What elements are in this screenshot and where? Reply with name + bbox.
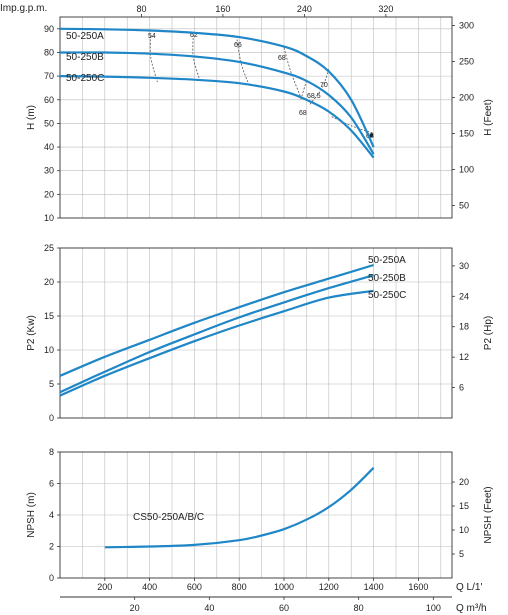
y-axis-label: NPSH (m) <box>26 492 37 538</box>
efficiency-line-54 <box>149 35 158 83</box>
efficiency-label: 68.5 <box>307 93 321 100</box>
y-right-tick-label: 15 <box>459 501 469 511</box>
y-tick-label: 2 <box>49 542 54 552</box>
efficiency-label: 62 <box>190 32 198 39</box>
series-label: 50-250A <box>66 31 104 42</box>
y-right-tick-label: 5 <box>459 549 464 559</box>
chart-panel-head: 10 20 30 40 50 60 70 80 90 50 100 150 200 250 300 H (m)… <box>0 3 494 223</box>
efficiency-label: 70 <box>320 82 328 89</box>
efficiency-label: 66 <box>234 42 242 49</box>
y-right-tick-label: 150 <box>459 129 474 139</box>
top-tick-label: 80 <box>136 4 146 14</box>
y-right-axis-label: H (Feet) <box>483 99 494 136</box>
y-tick-label: 80 <box>44 47 54 57</box>
y-right-tick-label: 24 <box>459 291 469 301</box>
y-right-tick-label: 250 <box>459 56 474 66</box>
series-label: 50-250C <box>368 290 406 301</box>
series-label: 50-250B <box>368 273 406 284</box>
top-tick-label: 160 <box>215 4 230 14</box>
chart-panel-npsh: 0 2 4 6 8 5 10 15 20 NPSH (m) NPSH (Feet) 200 400 600… <box>26 447 494 614</box>
y-tick-label: 90 <box>44 24 54 34</box>
top-tick-label: 240 <box>297 4 312 14</box>
y-tick-label: 50 <box>44 118 54 128</box>
y-tick-label: 25 <box>44 243 54 253</box>
y-axis-label: P2 (Kw) <box>26 315 37 351</box>
series-line-CS50-250A/B/C <box>104 467 375 549</box>
y-right-tick-label: 12 <box>459 352 469 362</box>
m3h-tick-label: 60 <box>279 603 289 613</box>
m3h-tick-label: 80 <box>354 603 364 613</box>
y-right-axis-label: P2 (Hp) <box>483 316 494 350</box>
y-right-tick-label: 50 <box>459 201 469 211</box>
y-right-tick-label: 18 <box>459 322 469 332</box>
x-axis-label: Q L/1' <box>456 582 482 593</box>
m3h-tick-label: 40 <box>204 603 214 613</box>
y-tick-label: 20 <box>44 277 54 287</box>
y-tick-label: 60 <box>44 95 54 105</box>
efficiency-line-70 <box>309 68 330 105</box>
efficiency-label: 68 <box>299 110 307 117</box>
x-tick-label: 1600 <box>408 582 428 592</box>
series-label: 50-250A <box>368 255 406 266</box>
efficiency-point <box>369 133 374 138</box>
y-tick-label: 30 <box>44 166 54 176</box>
y-tick-label: 70 <box>44 71 54 81</box>
series-label: 50-250B <box>66 52 104 63</box>
y-tick-label: 8 <box>49 447 54 457</box>
series-line-50-250C <box>59 75 375 159</box>
y-right-tick-label: 30 <box>459 261 469 271</box>
m3h-axis-label: Q m³/h <box>456 603 487 614</box>
m3h-tick-label: 20 <box>130 603 140 613</box>
plot-frame <box>59 247 453 419</box>
y-tick-label: 15 <box>44 311 54 321</box>
efficiency-line-68 <box>283 47 302 98</box>
y-tick-label: 0 <box>49 573 54 583</box>
y-right-tick-label: 20 <box>459 477 469 487</box>
y-right-axis-label: NPSH (Feet) <box>483 486 494 543</box>
efficiency-label: 54 <box>148 33 156 40</box>
y-tick-label: 40 <box>44 142 54 152</box>
y-axis-label: H (m) <box>26 105 37 130</box>
y-right-tick-label: 300 <box>459 20 474 30</box>
y-right-tick-label: 100 <box>459 165 474 175</box>
y-right-tick-label: 200 <box>459 92 474 102</box>
y-tick-label: 10 <box>44 345 54 355</box>
series-line-50-250B <box>59 274 374 394</box>
efficiency-line-66 <box>236 39 250 86</box>
y-tick-label: 0 <box>49 413 54 423</box>
y-tick-label: 5 <box>49 379 54 389</box>
series-label: 50-250C <box>66 73 104 84</box>
x-tick-label: 1400 <box>364 582 384 592</box>
chart-panel-power: 0 5 10 15 20 25 6 12 18 24 30 P2 (Kw) P2 (Hp) 50-250A… <box>26 243 494 423</box>
series-label: CS50-250A/B/C <box>133 512 204 523</box>
y-right-tick-label: 6 <box>459 383 464 393</box>
x-tick-label: 600 <box>187 582 202 592</box>
x-tick-label: 1000 <box>274 582 294 592</box>
plot-frame <box>59 16 453 219</box>
y-right-tick-label: 10 <box>459 525 469 535</box>
series-line-50-250A <box>59 263 374 377</box>
x-tick-label: 200 <box>97 582 112 592</box>
y-tick-label: 4 <box>49 510 54 520</box>
m3h-tick-label: 100 <box>426 603 441 613</box>
y-tick-label: 20 <box>44 189 54 199</box>
x-tick-label: 400 <box>142 582 157 592</box>
series-line-50-250C <box>59 289 374 397</box>
top-tick-label: 320 <box>378 4 393 14</box>
series-line-50-250A <box>59 27 375 148</box>
top-axis-label: Imp.g.p.m. <box>0 3 47 14</box>
series-line-50-250B <box>59 51 375 155</box>
y-tick-label: 10 <box>44 213 54 223</box>
efficiency-label: 68 <box>278 55 286 62</box>
y-tick-label: 6 <box>49 479 54 489</box>
x-tick-label: 1200 <box>319 582 339 592</box>
x-tick-label: 800 <box>232 582 247 592</box>
